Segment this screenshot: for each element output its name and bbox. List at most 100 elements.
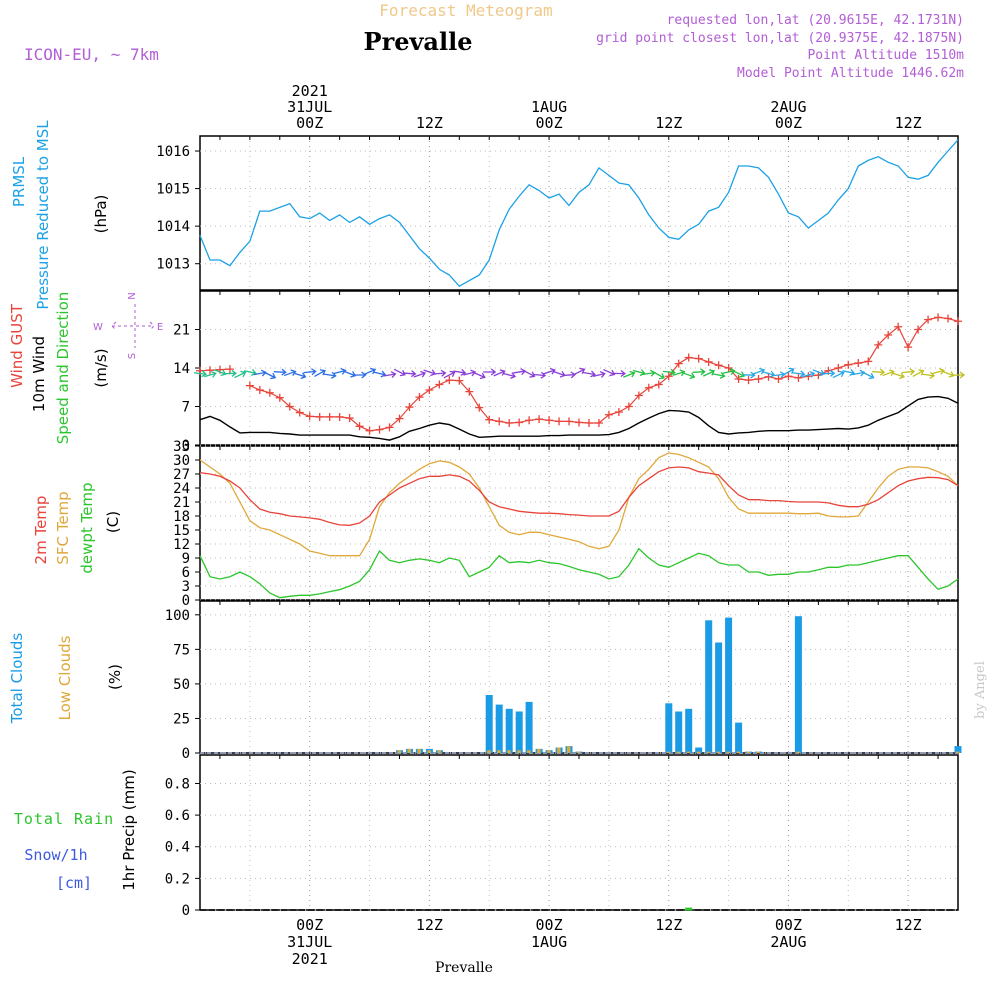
wind-panel: 0 7 14 21 xyxy=(173,291,966,454)
wind-arrow xyxy=(942,370,955,378)
gust-marker xyxy=(415,393,424,402)
wind-arrow xyxy=(582,370,596,378)
wind-arrow xyxy=(204,370,217,378)
wind-arrow xyxy=(533,371,547,379)
gust-marker xyxy=(694,354,703,363)
bottom-time-label: 12Z xyxy=(416,916,443,934)
prmsl-line xyxy=(199,139,959,288)
wind-arrow xyxy=(314,369,326,377)
bottom-time-label: 1AUG xyxy=(531,933,567,951)
gust-marker xyxy=(744,376,753,385)
wind-arrow xyxy=(712,372,726,379)
gust-marker xyxy=(275,393,284,402)
t2m-label: 2m Temp xyxy=(32,496,50,565)
compass-e: E xyxy=(157,322,163,333)
wind-arrow xyxy=(692,368,706,376)
temp-y-tick-label: 6 xyxy=(182,565,190,581)
total-clouds-bar xyxy=(485,695,493,753)
wind-arrow xyxy=(792,370,806,378)
top-time-label: 00Z xyxy=(536,114,563,132)
wind-arrow xyxy=(802,370,816,378)
sfc-temp-label: SFC Temp xyxy=(54,491,72,564)
wind-arrow xyxy=(234,370,247,379)
gust-marker xyxy=(614,408,623,416)
top-time-label: 12Z xyxy=(416,114,443,132)
bottom-time-label: 00Z xyxy=(296,916,323,934)
wind-arrow xyxy=(662,368,676,376)
gust-marker xyxy=(395,414,404,423)
wind-arrow xyxy=(932,367,945,375)
wind-arrow xyxy=(243,369,257,376)
snow-label: Snow/1h xyxy=(24,846,87,864)
wind-arrow xyxy=(443,370,456,379)
wind-arrow xyxy=(951,371,966,379)
wind-arrow xyxy=(632,369,646,377)
gust-marker xyxy=(225,365,234,374)
low-clouds-bar xyxy=(437,750,441,753)
precip-y-tick-label: 0.2 xyxy=(165,871,190,887)
low-clouds-bar xyxy=(706,751,711,753)
precip-y-tick-label: 0 xyxy=(182,903,190,919)
wind-arrow xyxy=(343,370,357,378)
low-clouds-bar xyxy=(547,750,551,753)
bottom-time-label: 12Z xyxy=(895,916,922,934)
gust-marker xyxy=(684,353,693,362)
gust-marker xyxy=(365,426,374,435)
gust-marker xyxy=(784,372,793,381)
wind-arrow xyxy=(433,369,447,377)
pressure-frame xyxy=(199,135,959,291)
info-line: Model Point Altitude 1446.62m xyxy=(737,66,964,81)
gust-marker xyxy=(475,403,484,412)
gust-marker xyxy=(535,415,544,424)
total-clouds-bar xyxy=(505,708,513,753)
wind-arrow xyxy=(363,367,377,376)
low-clouds-bar xyxy=(427,750,431,753)
total-clouds-label: Total Clouds xyxy=(8,633,26,725)
total-clouds-bar xyxy=(525,701,533,753)
clouds-y-tick-label: 75 xyxy=(173,642,190,658)
wind-arrow xyxy=(523,370,536,378)
total-clouds-bar xyxy=(695,747,703,753)
gust-marker xyxy=(375,425,384,434)
gust-marker xyxy=(305,412,314,421)
low-clouds-bar xyxy=(577,751,581,753)
total-clouds-bar xyxy=(665,703,673,753)
clouds-y-tick-label: 25 xyxy=(173,711,190,727)
gust-marker xyxy=(325,412,334,421)
wind-arrow xyxy=(333,367,347,375)
wind-arrow xyxy=(483,368,497,376)
low-clouds-bar xyxy=(397,750,401,753)
gust-marker xyxy=(265,388,274,397)
compass-n: N xyxy=(127,292,138,299)
top-time-label: 00Z xyxy=(775,114,802,132)
temp-y-tick-label: 21 xyxy=(173,495,190,511)
low-clouds-bar xyxy=(726,751,731,753)
low-clouds-bar xyxy=(527,750,531,753)
total-clouds-bar xyxy=(954,746,962,753)
total-clouds-bar xyxy=(794,616,802,753)
pressure-y-tick-label: 1013 xyxy=(156,257,190,273)
gust-marker xyxy=(205,366,214,375)
gust-marker xyxy=(944,314,953,323)
total-clouds-bar xyxy=(715,642,723,753)
gust-marker xyxy=(654,380,663,389)
wind-arrow xyxy=(513,368,527,376)
bottom-time-label: 2AUG xyxy=(770,933,806,951)
prmsl-label: PRMSL xyxy=(10,156,28,207)
temp-y-tick-label: 15 xyxy=(173,523,190,539)
dewpt-label: dewpt Temp xyxy=(78,482,96,573)
wind-arrow xyxy=(592,371,606,378)
bottom-time-label: 2021 xyxy=(292,950,328,968)
snow-unit-label: [cm] xyxy=(56,874,92,892)
wind-arrow xyxy=(842,369,856,376)
temp-frame xyxy=(199,445,959,601)
wind-arrow xyxy=(283,369,297,377)
wind-arrow xyxy=(872,368,886,376)
wind-arrow xyxy=(293,372,307,380)
model-label: ICON-EU, ~ 7km xyxy=(24,45,159,64)
gust-marker xyxy=(425,386,434,394)
wind-arrow xyxy=(264,371,277,380)
gust-marker xyxy=(295,408,304,417)
wind-arrow xyxy=(543,367,556,375)
wind-y-tick-label: 21 xyxy=(173,323,190,339)
